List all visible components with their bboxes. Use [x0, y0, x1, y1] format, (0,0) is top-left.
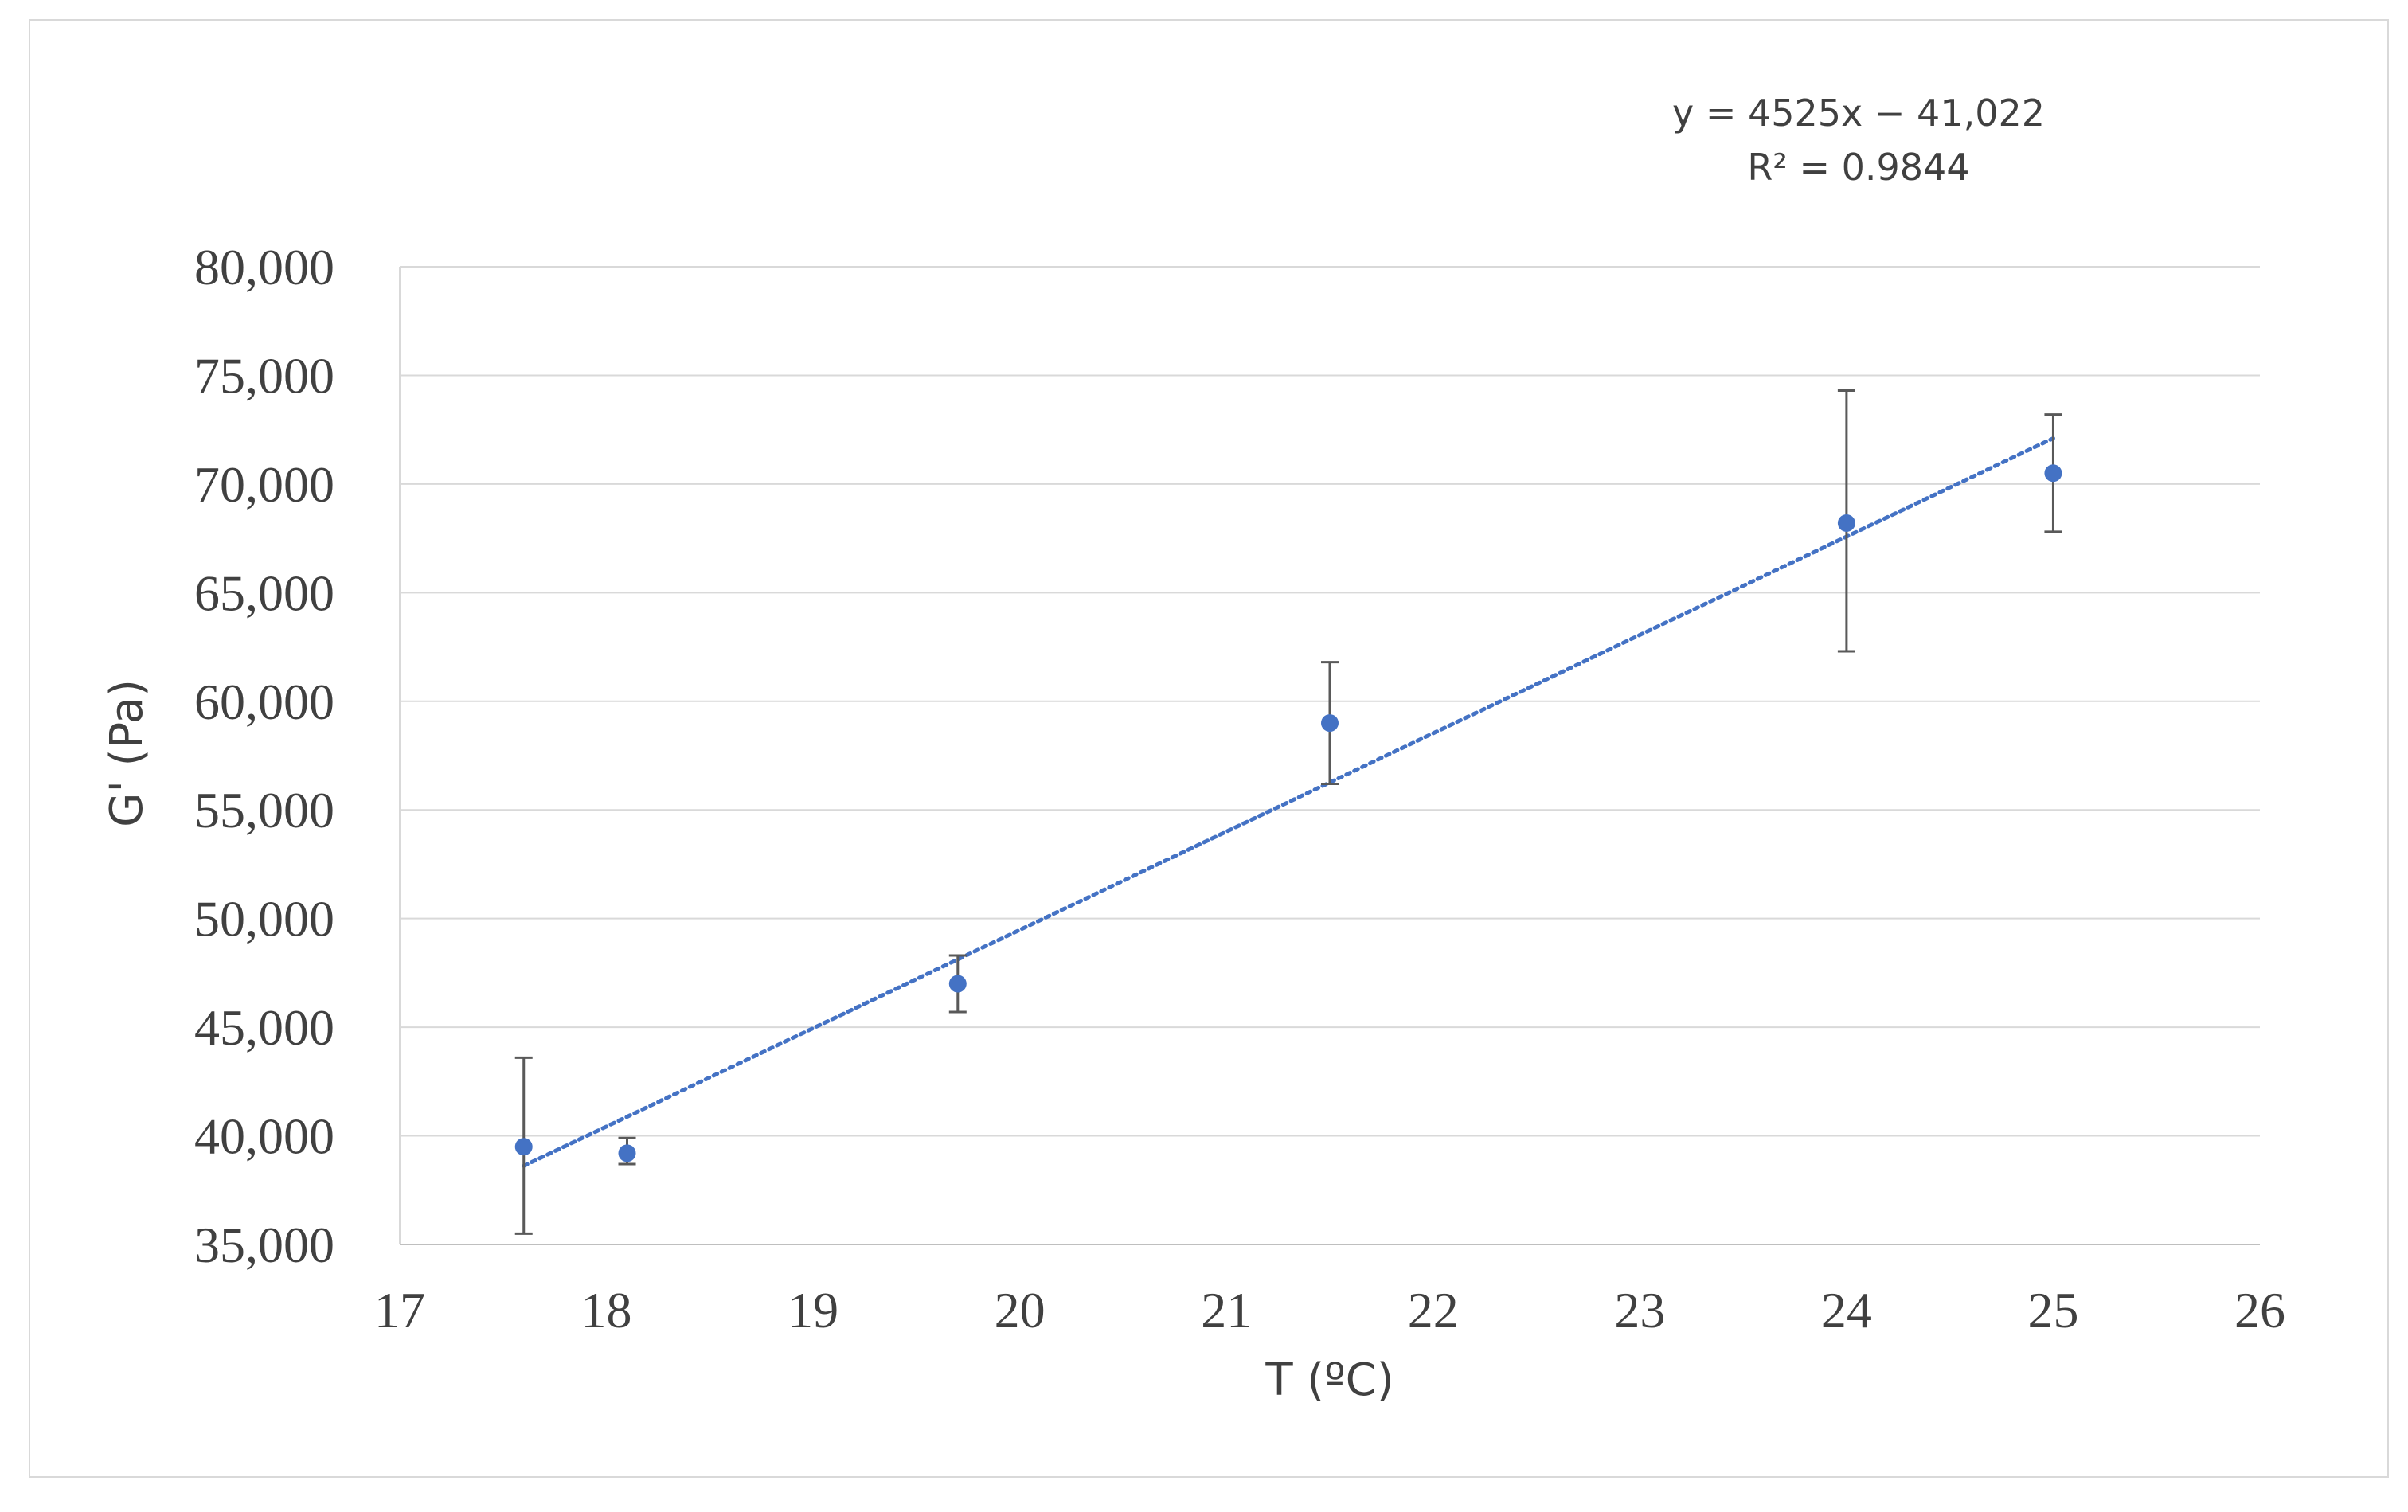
trendline-equation: y = 4525x − 41,022: [1672, 92, 2045, 135]
trendline: [522, 436, 2055, 1168]
y-tick-label: 55,000: [194, 782, 334, 838]
y-tick-label: 35,000: [194, 1217, 334, 1273]
data-points: [514, 464, 2062, 1162]
data-point: [618, 1144, 636, 1162]
y-tick-labels: 35,000 40,000 45,000 50,000 55,000 60,000 65,0…: [194, 239, 334, 1273]
y-tick-label: 40,000: [194, 1108, 334, 1165]
x-axis-title: T (ºC): [1265, 1354, 1394, 1406]
data-point: [2044, 464, 2062, 483]
y-tick-label: 50,000: [194, 891, 334, 947]
data-point: [948, 975, 967, 993]
x-tick-label: 25: [2027, 1282, 2078, 1338]
x-tick-label: 26: [2234, 1282, 2285, 1338]
y-tick-label: 45,000: [194, 999, 334, 1056]
x-tick-label: 23: [1614, 1282, 1665, 1338]
data-point: [1837, 514, 1855, 533]
y-tick-label: 70,000: [194, 456, 334, 513]
data-point: [514, 1138, 533, 1156]
gridlines: [400, 266, 2260, 1137]
error-bars: [514, 389, 2062, 1235]
x-tick-label: 19: [788, 1282, 838, 1338]
axes: [399, 267, 2260, 1245]
x-tick-label: 18: [581, 1282, 632, 1338]
trendline-line: [522, 436, 2055, 1168]
chart-frame: [29, 19, 2389, 1478]
y-axis-title: G' (Pa): [101, 679, 153, 827]
x-tick-label: 17: [374, 1282, 425, 1338]
x-tick-label: 22: [1408, 1282, 1459, 1338]
y-tick-label: 65,000: [194, 565, 334, 621]
x-tick-label: 20: [995, 1282, 1046, 1338]
x-tick-labels: 17 18 19 20 21 22 23 24 25 26: [374, 1282, 2285, 1338]
x-tick-label: 21: [1201, 1282, 1252, 1338]
y-tick-label: 75,000: [194, 347, 334, 404]
y-tick-label: 60,000: [194, 674, 334, 730]
trendline-r-squared: R² = 0.9844: [1747, 146, 1969, 189]
y-tick-label: 80,000: [194, 239, 334, 295]
x-tick-label: 24: [1821, 1282, 1872, 1338]
data-point: [1321, 714, 1339, 733]
